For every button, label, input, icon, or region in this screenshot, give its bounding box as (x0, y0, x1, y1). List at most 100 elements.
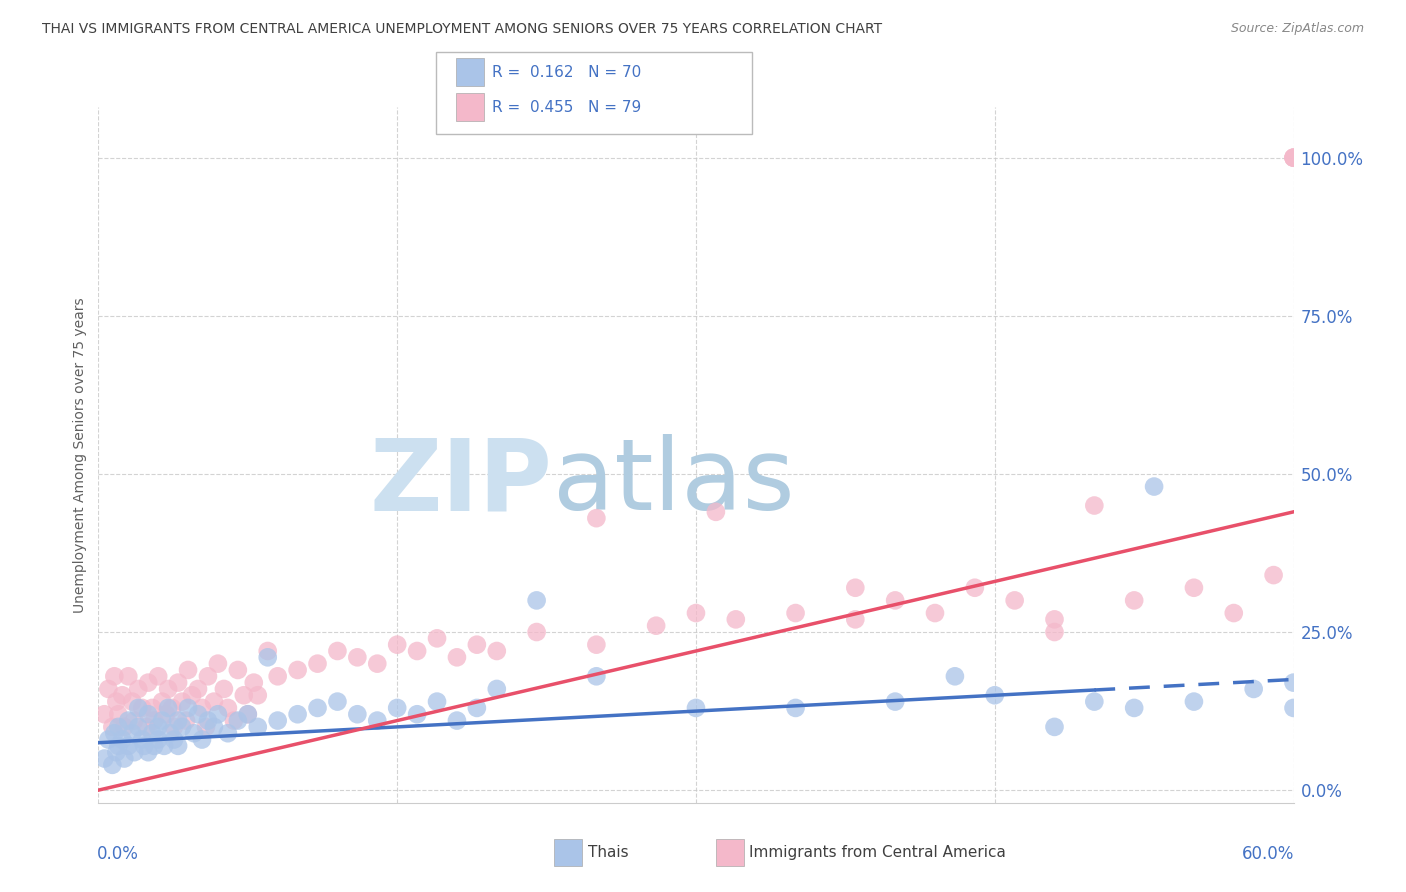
Point (181, 688, 204, 702)
Text: R =  0.162   N = 70: R = 0.162 N = 70 (492, 64, 641, 79)
Point (243, 675, 266, 690)
Point (148, 732, 170, 747)
Point (117, 714, 139, 728)
Point (167, 714, 190, 728)
Point (93, 751, 115, 765)
Point (167, 675, 190, 690)
Point (426, 695, 449, 709)
Point (256, 644, 278, 658)
Point (1282, 151, 1305, 165)
Point (406, 644, 429, 658)
Point (246, 720, 269, 734)
Point (585, 638, 607, 652)
Point (585, 511, 607, 525)
Point (141, 701, 163, 715)
Point (526, 593, 548, 607)
Text: 0.0%: 0.0% (97, 845, 139, 863)
Text: THAI VS IMMIGRANTS FROM CENTRAL AMERICA UNEMPLOYMENT AMONG SENIORS OVER 75 YEARS: THAI VS IMMIGRANTS FROM CENTRAL AMERICA … (42, 22, 883, 37)
Point (103, 726, 125, 740)
Point (385, 638, 409, 652)
Point (202, 695, 225, 709)
Point (465, 701, 488, 715)
Point (844, 612, 866, 626)
Point (256, 650, 278, 665)
Point (485, 644, 508, 658)
Point (105, 695, 128, 709)
Point (1182, 695, 1205, 709)
Point (197, 669, 219, 683)
Point (366, 657, 388, 671)
Point (685, 701, 707, 715)
Point (267, 714, 290, 728)
Point (1243, 681, 1265, 696)
Text: Thais: Thais (588, 846, 628, 860)
Point (406, 707, 429, 722)
Point (172, 720, 194, 734)
Point (160, 701, 183, 715)
Text: Immigrants from Central America: Immigrants from Central America (749, 846, 1007, 860)
Text: ZIP: ZIP (370, 434, 553, 532)
Point (236, 707, 259, 722)
Point (785, 701, 807, 715)
Point (1123, 593, 1146, 607)
Point (1282, 675, 1305, 690)
Point (105, 745, 128, 759)
Point (246, 688, 269, 702)
Point (326, 695, 349, 709)
Point (366, 714, 388, 728)
Point (232, 688, 254, 702)
Point (112, 751, 135, 765)
Point (187, 681, 209, 696)
Point (177, 701, 200, 715)
Y-axis label: Unemployment Among Seniors over 75 years: Unemployment Among Seniors over 75 years (73, 297, 87, 613)
Point (172, 695, 194, 709)
Point (943, 669, 966, 683)
Point (127, 681, 149, 696)
Point (197, 714, 219, 728)
Point (155, 707, 177, 722)
Point (226, 663, 249, 677)
Point (167, 739, 190, 753)
Point (385, 701, 409, 715)
Point (526, 625, 548, 640)
Point (93, 707, 115, 722)
Point (136, 707, 159, 722)
Point (704, 505, 727, 519)
Point (785, 606, 807, 620)
Point (1083, 695, 1105, 709)
Text: 60.0%: 60.0% (1243, 845, 1295, 863)
Point (127, 701, 149, 715)
Point (159, 726, 181, 740)
Point (217, 701, 239, 715)
Point (212, 681, 235, 696)
Point (150, 695, 173, 709)
Point (157, 701, 180, 715)
Point (136, 675, 159, 690)
Point (112, 720, 135, 734)
Point (177, 663, 200, 677)
Point (117, 669, 139, 683)
Point (924, 606, 946, 620)
Point (287, 707, 309, 722)
Point (1222, 606, 1246, 620)
Point (1043, 612, 1066, 626)
Point (143, 714, 166, 728)
Point (127, 720, 149, 734)
Point (121, 726, 143, 740)
Point (131, 701, 153, 715)
Point (141, 726, 163, 740)
Point (97, 681, 120, 696)
Point (963, 581, 986, 595)
Point (124, 714, 146, 728)
Point (236, 707, 259, 722)
Point (153, 739, 176, 753)
Point (585, 669, 607, 683)
Point (446, 714, 468, 728)
Point (101, 720, 124, 734)
Point (1182, 581, 1205, 595)
Point (465, 638, 488, 652)
Point (1123, 701, 1146, 715)
Point (191, 732, 214, 747)
Point (307, 657, 329, 671)
Point (101, 757, 124, 772)
